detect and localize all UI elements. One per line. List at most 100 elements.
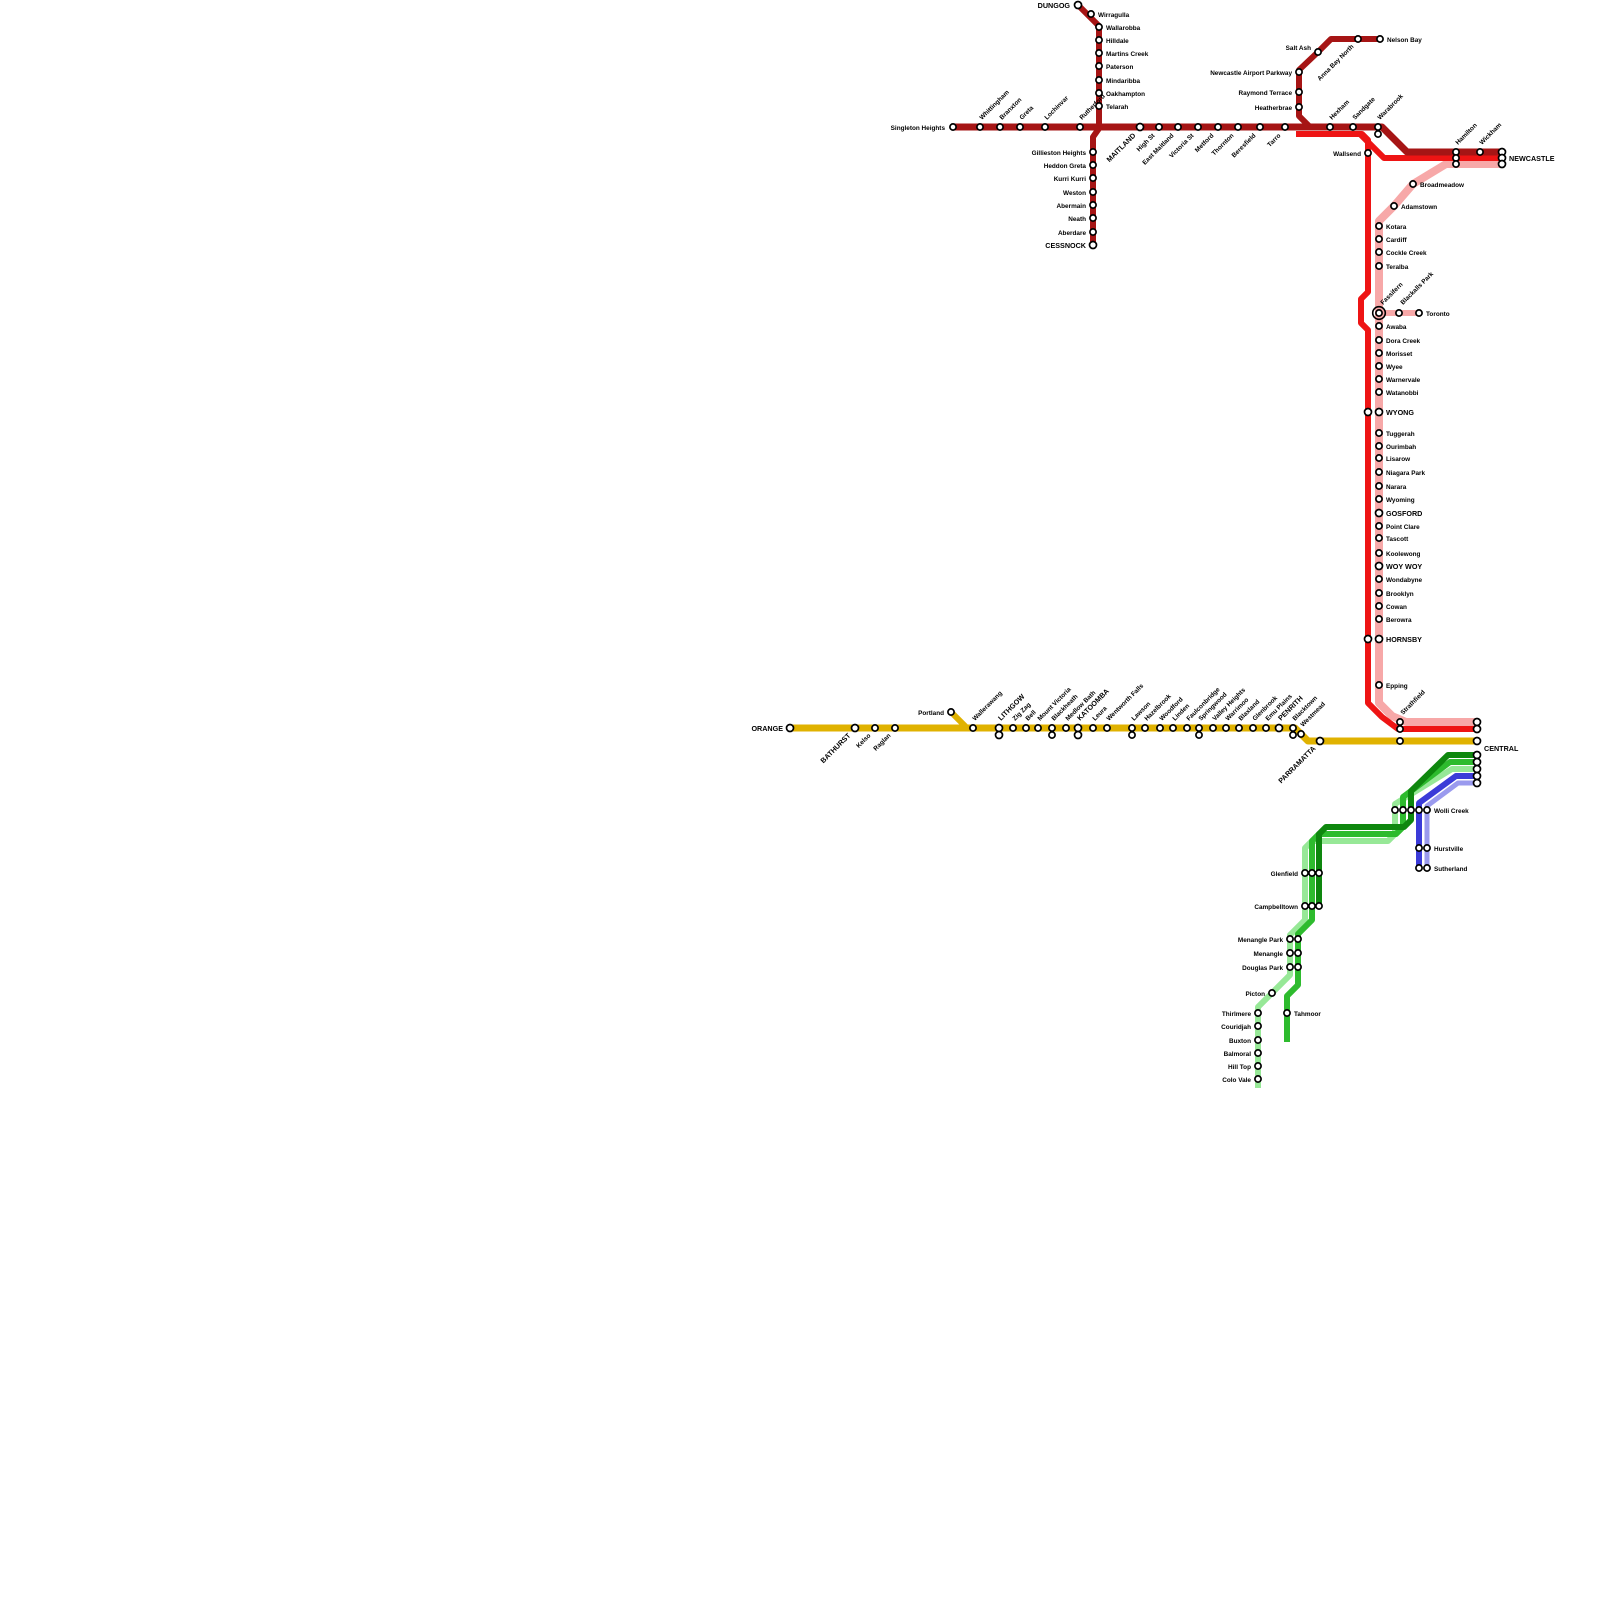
station-douglas-park[interactable]: Douglas Park xyxy=(1242,963,1302,972)
station-wirragulla[interactable]: Wirragulla xyxy=(1087,10,1130,19)
station-ourimbah[interactable]: Ourimbah xyxy=(1375,442,1416,451)
station-hilldale[interactable]: Hilldale xyxy=(1095,36,1129,45)
station-sutherland[interactable]: Sutherland xyxy=(1415,864,1468,873)
station-koolewong[interactable]: Koolewong xyxy=(1375,549,1421,558)
station-parramatta[interactable]: PARRAMATTA xyxy=(1276,736,1325,786)
station-cowan[interactable]: Cowan xyxy=(1375,602,1407,611)
station-awaba[interactable]: Awaba xyxy=(1375,322,1407,331)
station-warnervale[interactable]: Warnervale xyxy=(1375,375,1421,384)
station-abermain[interactable]: Abermain xyxy=(1057,201,1097,210)
station-raymond-terrace[interactable]: Raymond Terrace xyxy=(1238,88,1303,97)
station-cessnock[interactable]: CESSNOCK xyxy=(1045,240,1098,250)
station-oakhampton[interactable]: Oakhampton xyxy=(1095,89,1145,98)
station-teralba[interactable]: Teralba xyxy=(1375,262,1409,271)
station-tahmoor[interactable]: Tahmoor xyxy=(1283,1009,1321,1018)
station-menangle[interactable]: Menangle xyxy=(1254,949,1302,958)
station-dot-icon xyxy=(1326,123,1334,131)
station-hill-top[interactable]: Hill Top xyxy=(1228,1062,1262,1071)
station-aberdare[interactable]: Aberdare xyxy=(1058,228,1097,237)
station-gosford[interactable]: GOSFORD xyxy=(1374,508,1423,518)
station-wentworth-falls[interactable]: Wentworth Falls xyxy=(1103,682,1146,732)
station-wyee[interactable]: Wyee xyxy=(1375,362,1403,371)
station-newcastle[interactable]: NEWCASTLE xyxy=(1497,147,1555,169)
station-narara[interactable]: Narara xyxy=(1375,482,1407,491)
station-hornsby[interactable]: HORNSBY xyxy=(1363,634,1423,644)
station-martins-creek[interactable]: Martins Creek xyxy=(1095,49,1149,58)
station-dot-icon xyxy=(1095,49,1103,57)
station-dot-icon xyxy=(1073,723,1083,733)
station-wyoming[interactable]: Wyoming xyxy=(1375,495,1415,504)
station-epping[interactable]: Epping xyxy=(1375,681,1408,690)
station-couridjah[interactable]: Couridjah xyxy=(1221,1022,1262,1031)
station-brooklyn[interactable]: Brooklyn xyxy=(1375,589,1414,598)
station-cardiff[interactable]: Cardiff xyxy=(1375,235,1408,244)
station-neath[interactable]: Neath xyxy=(1068,214,1097,223)
station-berowra[interactable]: Berowra xyxy=(1375,615,1412,624)
station-portland[interactable]: Portland xyxy=(918,708,955,717)
station-hurstville[interactable]: Hurstville xyxy=(1415,844,1464,853)
station-weston[interactable]: Weston xyxy=(1063,188,1097,197)
station-mindaribba[interactable]: Mindaribba xyxy=(1095,76,1141,85)
station-heatherbrae[interactable]: Heatherbrae xyxy=(1255,103,1303,112)
station-paterson[interactable]: Paterson xyxy=(1095,62,1134,71)
station-wondabyne[interactable]: Wondabyne xyxy=(1375,575,1423,584)
station-picton[interactable]: Picton xyxy=(1245,989,1276,998)
station-dot-icon xyxy=(1375,375,1383,383)
station-niagara-park[interactable]: Niagara Park xyxy=(1375,468,1426,477)
station-central[interactable]: CENTRAL xyxy=(1472,717,1519,788)
station-wallsend[interactable]: Wallsend xyxy=(1333,149,1372,158)
station-newcastle-airport-parkway[interactable]: Newcastle Airport Parkway xyxy=(1210,68,1303,77)
station-dora-creek[interactable]: Dora Creek xyxy=(1375,336,1421,345)
station-menangle-park[interactable]: Menangle Park xyxy=(1238,935,1302,944)
station-point-clare[interactable]: Point Clare xyxy=(1375,522,1420,531)
station-campbelltown[interactable]: Campbelltown xyxy=(1254,902,1323,911)
station-cockle-creek[interactable]: Cockle Creek xyxy=(1375,248,1427,257)
station-blackalls-park[interactable]: Blackalls Park xyxy=(1395,270,1435,317)
station-balmoral[interactable]: Balmoral xyxy=(1224,1049,1262,1058)
station-label: Hilldale xyxy=(1106,38,1129,45)
station-label: WYONG xyxy=(1386,408,1414,417)
station-woy-woy[interactable]: WOY WOY xyxy=(1374,561,1423,571)
station-tuggerah[interactable]: Tuggerah xyxy=(1375,429,1415,438)
station-dot-icon xyxy=(1141,724,1149,732)
station-label: Lisarow xyxy=(1386,456,1410,463)
station-label: Hurstville xyxy=(1434,846,1464,853)
station-salt-ash[interactable]: Salt Ash xyxy=(1286,45,1322,56)
station-watanobbi[interactable]: Watanobbi xyxy=(1375,388,1419,397)
station-thirlmere[interactable]: Thirlmere xyxy=(1222,1009,1262,1018)
station-label: Hamilton xyxy=(1454,122,1478,146)
station-wolli-creek[interactable]: Wolli Creek xyxy=(1391,806,1469,815)
station-dot-icon xyxy=(1254,1022,1262,1030)
station-glenfield[interactable]: Glenfield xyxy=(1271,869,1323,878)
station-gillieston-heights[interactable]: Gillieston Heights xyxy=(1032,148,1097,157)
station-dot-icon xyxy=(994,723,1004,733)
station-dungog[interactable]: DUNGOG xyxy=(1038,0,1083,10)
station-toronto[interactable]: Toronto xyxy=(1415,309,1450,318)
station-adamstown[interactable]: Adamstown xyxy=(1390,202,1437,211)
station-orange[interactable]: ORANGE xyxy=(751,723,795,733)
station-wyong[interactable]: WYONG xyxy=(1363,407,1415,417)
station-tascott[interactable]: Tascott xyxy=(1375,534,1409,543)
station-heddon-greta[interactable]: Heddon Greta xyxy=(1044,161,1097,170)
station-label: Cowan xyxy=(1386,604,1407,611)
station-kurri-kurri[interactable]: Kurri Kurri xyxy=(1054,174,1097,183)
station-dot-icon xyxy=(1423,806,1431,814)
station-lisarow[interactable]: Lisarow xyxy=(1375,454,1410,463)
station-dot-icon xyxy=(1214,123,1222,131)
station-broadmeadow[interactable]: Broadmeadow xyxy=(1409,180,1464,189)
station-label: Raglan xyxy=(872,732,892,752)
station-nelson-bay[interactable]: Nelson Bay xyxy=(1376,35,1422,44)
station-colo-vale[interactable]: Colo Vale xyxy=(1222,1075,1262,1084)
station-label: Oakhampton xyxy=(1106,91,1145,98)
station-kotara[interactable]: Kotara xyxy=(1375,222,1407,231)
station-morisset[interactable]: Morisset xyxy=(1375,349,1413,358)
station-buxton[interactable]: Buxton xyxy=(1229,1036,1262,1045)
station-singleton-heights[interactable]: Singleton Heights xyxy=(891,123,957,132)
station-telarah[interactable]: Telarah xyxy=(1095,102,1128,111)
station-dot-icon xyxy=(1315,869,1323,877)
station-wallarobba[interactable]: Wallarobba xyxy=(1095,23,1141,32)
station-dot-icon xyxy=(1375,589,1383,597)
station-label: HORNSBY xyxy=(1386,635,1422,644)
